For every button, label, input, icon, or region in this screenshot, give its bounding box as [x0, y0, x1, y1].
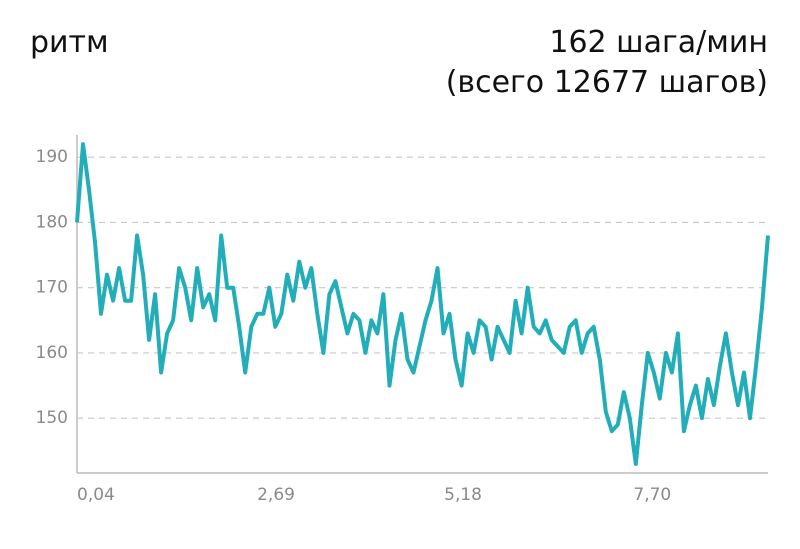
- x-tick-label: 5,18: [444, 485, 482, 505]
- chart-title: ритм: [30, 25, 109, 60]
- x-tick-label: 0,04: [77, 485, 115, 505]
- y-tick-label: 170: [36, 278, 68, 298]
- total-steps: (всего 12677 шагов): [446, 65, 768, 100]
- pace-line: [75, 142, 770, 466]
- y-tick-label: 160: [36, 343, 68, 363]
- x-tick-label: 7,70: [633, 485, 671, 505]
- y-tick-label: 190: [36, 147, 68, 167]
- y-tick-label: 180: [36, 212, 68, 232]
- x-tick-label: 2,69: [257, 485, 295, 505]
- pace-value: 162 шага/мин: [549, 25, 768, 60]
- y-tick-label: 150: [36, 408, 68, 428]
